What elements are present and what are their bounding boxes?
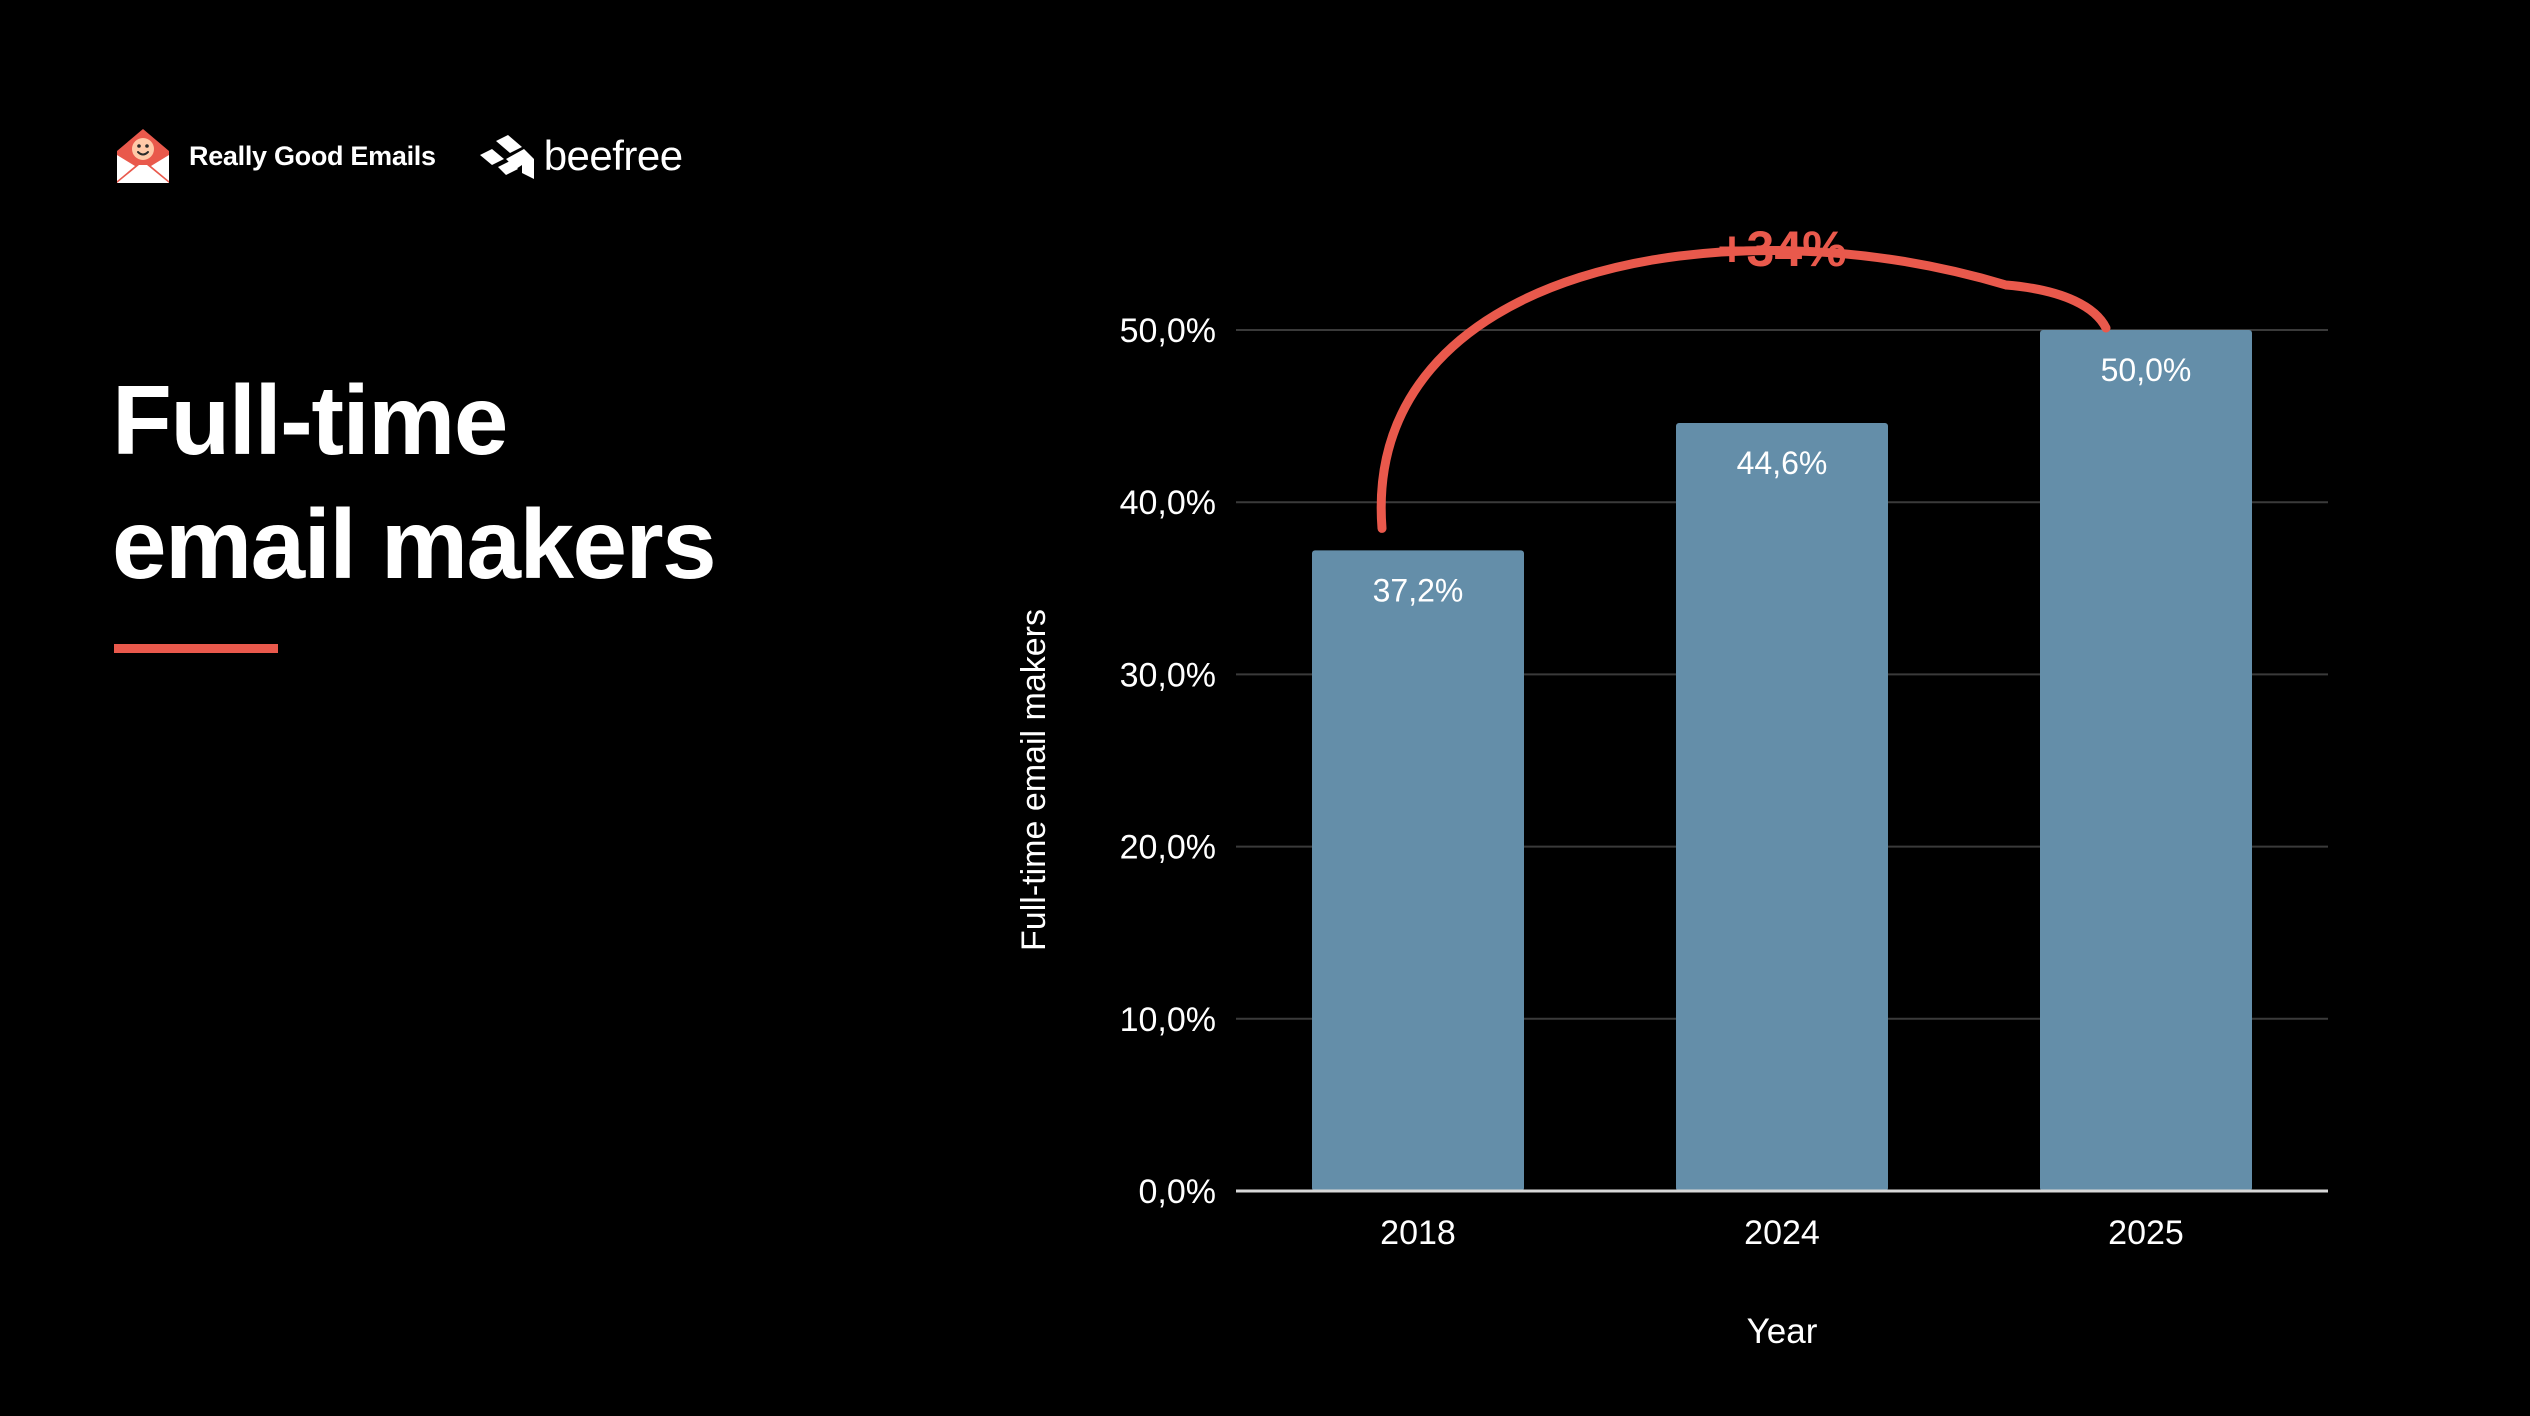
y-tick-label: 30,0% <box>1120 656 1216 694</box>
bar <box>1676 422 1888 1191</box>
bar <box>1312 550 1524 1191</box>
page-title: Full-time email makers <box>112 358 912 606</box>
y-tick-label: 20,0% <box>1120 829 1216 867</box>
y-tick-label: 0,0% <box>1139 1173 1217 1211</box>
x-tick-label: 2024 <box>1744 1214 1820 1252</box>
y-tick-label: 50,0% <box>1120 312 1216 350</box>
page-title-line-2: email makers <box>112 489 717 599</box>
envelope-smiley-icon <box>117 129 169 183</box>
y-tick-label: 40,0% <box>1120 484 1216 522</box>
bar-data-label: 37,2% <box>1373 572 1464 608</box>
brand-header: Really Good Emails beefree <box>113 124 683 188</box>
x-axis-title: Year <box>1747 1312 1818 1351</box>
growth-arc <box>1376 246 2111 533</box>
beefree-wordmark: beefree <box>543 132 683 179</box>
bar-data-label: 50,0% <box>2101 352 2192 388</box>
growth-annotation-label: +34% <box>1717 221 1846 277</box>
title-accent-rule <box>114 644 278 653</box>
y-tick-label: 10,0% <box>1120 1001 1216 1039</box>
really-good-emails-logo: Really Good Emails <box>113 125 436 187</box>
really-good-emails-wordmark: Really Good Emails <box>189 140 436 171</box>
beefree-logo: beefree <box>478 129 683 183</box>
x-tick-label: 2018 <box>1380 1214 1456 1252</box>
bar-data-label: 44,6% <box>1737 445 1828 481</box>
x-tick-label: 2025 <box>2108 1214 2184 1252</box>
page-title-line-1: Full-time <box>112 365 508 475</box>
y-axis-title: Full-time email makers <box>1015 609 1053 951</box>
beefree-mark-icon <box>479 135 534 179</box>
bar <box>2040 330 2252 1191</box>
